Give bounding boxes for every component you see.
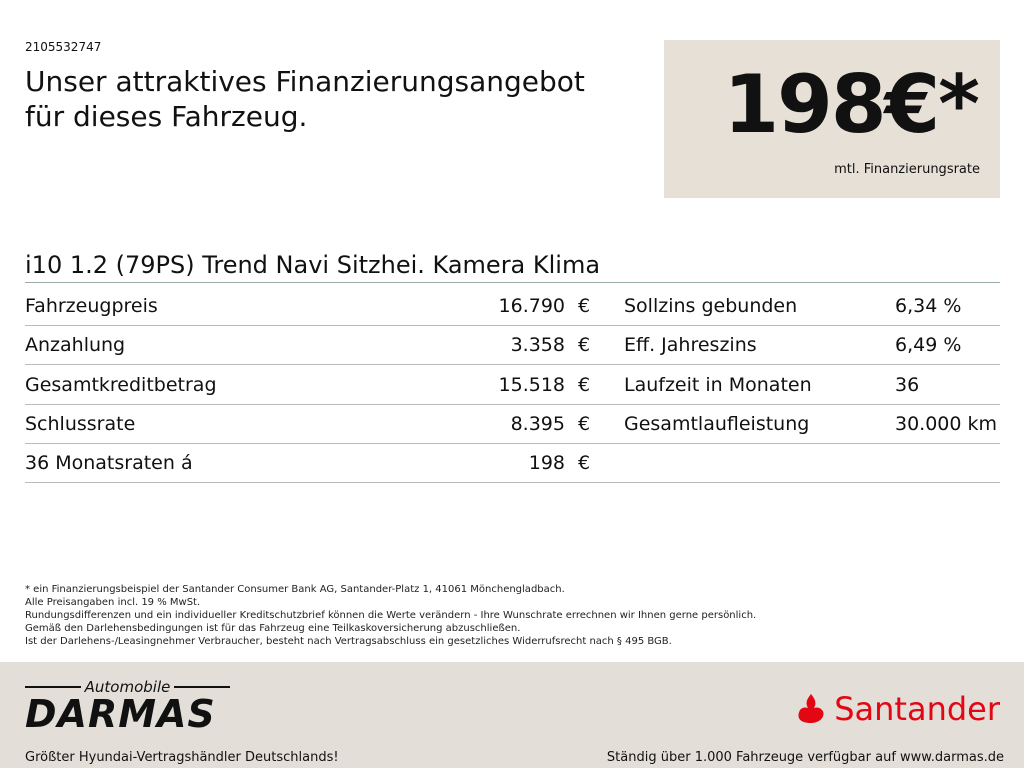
table-row: Gesamtkreditbetrag 15.518 € Laufzeit in Mon… <box>25 366 1000 405</box>
santander-flame-icon <box>798 694 824 723</box>
row-unit: € <box>578 452 591 475</box>
row-unit: € <box>578 412 591 435</box>
headline-line: Unser attraktives Finanzierungsangebot <box>25 65 585 98</box>
row-unit: € <box>578 295 591 317</box>
santander-logo: Santander <box>794 690 1000 728</box>
darmas-logo: Automobile DARMAS <box>25 678 230 736</box>
row-label: 36 Monatsraten á <box>25 452 193 475</box>
footnotes: * ein Finanzierungsbeispiel der Santande… <box>25 583 756 648</box>
right-tagline: Ständig über 1.000 Fahrzeuge verfügbar a… <box>606 750 1004 765</box>
monthly-price: 198€* <box>723 58 980 151</box>
table-row: 36 Monatsraten á 198 € <box>25 444 1000 484</box>
row-value-2: 36 <box>895 373 920 396</box>
row-label: Gesamtkreditbetrag <box>25 373 217 396</box>
row-value: 198 <box>528 452 565 475</box>
table-row: Schlussrate 8.395 € Gesamtlaufleistung 30.00… <box>25 405 1000 444</box>
row-value: 15.518 <box>498 373 565 396</box>
footnote: Alle Preisangaben incl. 19 % MwSt. <box>25 597 201 608</box>
logo-top-text: Automobile <box>25 678 230 696</box>
headline: Unser attraktives Finanzierungsangebot f… <box>25 64 655 134</box>
row-unit: € <box>578 373 591 396</box>
footnote: Gemäß den Darlehensbedingungen ist für d… <box>25 623 521 634</box>
headline-line: für dieses Fahrzeug. <box>25 100 308 133</box>
row-label: Anzahlung <box>25 334 126 357</box>
row-value-2: 6,34 % <box>895 295 962 317</box>
row-label-2: Gesamtlaufleistung <box>624 412 810 435</box>
row-unit: € <box>578 334 591 357</box>
row-label: Fahrzeugpreis <box>25 295 158 317</box>
price-label: mtl. Finanzierungsrate <box>834 162 980 177</box>
row-label-2: Sollzins gebunden <box>624 295 798 317</box>
row-value: 8.395 <box>510 412 565 435</box>
footnote: Ist der Darlehens-/Leasingnehmer Verbrau… <box>25 636 672 647</box>
footnote: Rundungsdifferenzen und ein individuelle… <box>25 610 757 621</box>
row-value: 16.790 <box>498 295 565 317</box>
footer: Automobile DARMAS Santander Größter Hyun… <box>0 662 1024 768</box>
price-box: 198€* mtl. Finanzierungsrate <box>664 40 1000 198</box>
row-value-2: 30.000 km <box>895 412 998 435</box>
footnote: * ein Finanzierungsbeispiel der Santande… <box>25 584 565 595</box>
logo-main-text: DARMAS <box>25 692 216 736</box>
row-label-2: Laufzeit in Monaten <box>624 373 812 396</box>
row-value: 3.358 <box>510 334 565 357</box>
table-row: Fahrzeugpreis 16.790 € Sollzins gebunden 6,3… <box>25 287 1000 326</box>
offer-id: 2105532747 <box>25 40 102 54</box>
row-value-2: 6,49 % <box>895 334 962 357</box>
row-label: Schlussrate <box>25 412 136 435</box>
row-label-2: Eff. Jahreszins <box>624 334 757 357</box>
table-row: Anzahlung 3.358 € Eff. Jahreszins 6,49 % <box>25 326 1000 366</box>
santander-text: Santander <box>834 690 1000 728</box>
left-tagline: Größter Hyundai-Vertragshändler Deutschl… <box>25 750 339 765</box>
vehicle-title: i10 1.2 (79PS) Trend Navi Sitzhei. Kamer… <box>25 250 1000 283</box>
